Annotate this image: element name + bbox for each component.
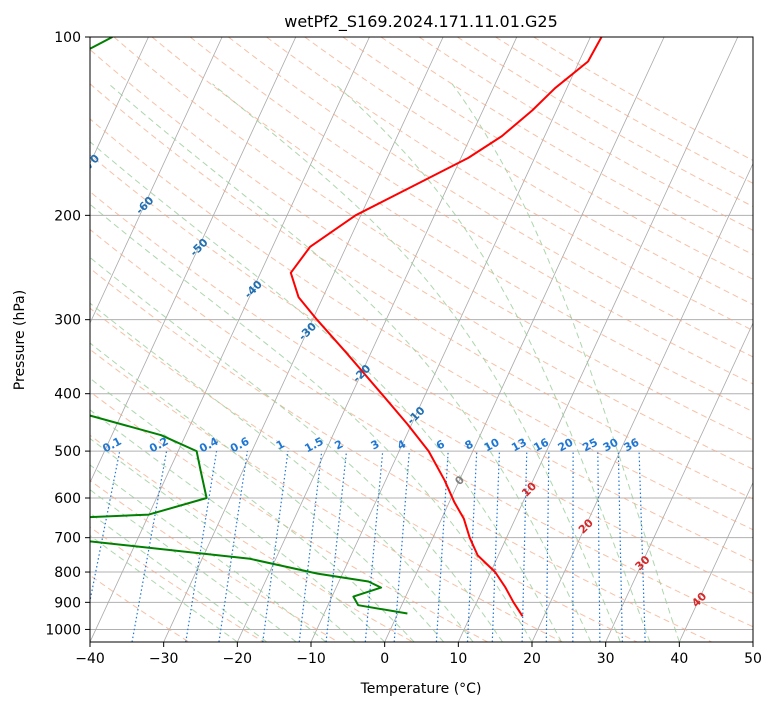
isotherm-line xyxy=(457,37,739,642)
dry-adiabat-line xyxy=(418,37,753,231)
mixing-ratio-line xyxy=(185,451,218,642)
isotherm-line xyxy=(90,37,149,165)
dry-adiabat-line xyxy=(90,434,414,642)
y-tick-label: 100 xyxy=(54,30,81,46)
chart-title: wetPf2_S169.2024.171.11.01.G25 xyxy=(284,12,558,32)
mixing-ratio-line xyxy=(298,451,323,642)
x-tick-label: 30 xyxy=(597,651,615,667)
axes: −40 −30 −20 −10 0 10 20 30 40 50 100 200 300 400 500 60… xyxy=(45,30,762,667)
mixing-ratio-label: 13 xyxy=(509,436,529,455)
x-tick-label: 20 xyxy=(523,651,541,667)
x-tick-label: 50 xyxy=(744,651,762,667)
y-axis-title: Pressure (hPa) xyxy=(12,290,28,390)
dry-adiabat-line xyxy=(90,228,753,628)
isotherm-line xyxy=(90,37,370,642)
moist-adiabat-line xyxy=(90,141,562,642)
plot-area: 0.10.20.40.611.52346810131620253036-100-… xyxy=(90,37,753,642)
moist-adiabat-line xyxy=(212,83,621,642)
dry-adiabat-line xyxy=(90,83,753,500)
y-tick-label: 200 xyxy=(54,208,81,224)
y-tick-label: 600 xyxy=(54,491,81,507)
mixing-ratio-label: 20 xyxy=(556,436,576,455)
mixing-ratio-label: 36 xyxy=(622,436,642,455)
moist-adiabat-line xyxy=(90,437,356,642)
dry-adiabat-line xyxy=(533,37,753,161)
moist-adiabat-line xyxy=(90,489,297,642)
dry-adiabat-line xyxy=(151,37,753,413)
dry-adiabat-line xyxy=(113,37,753,441)
dry-adiabat-line xyxy=(90,307,638,642)
x-axis-title: Temperature (°C) xyxy=(360,681,482,697)
isotherm-line xyxy=(605,322,753,642)
moist-adiabat-line xyxy=(451,83,680,642)
dry-adiabat-line xyxy=(90,348,563,642)
plot-frame xyxy=(89,36,754,643)
moist-adiabat-line xyxy=(334,83,651,642)
dry-adiabat-line xyxy=(228,37,753,358)
isotherm-line xyxy=(90,37,297,484)
mixing-ratio-label: 25 xyxy=(580,436,600,455)
moist-adiabat-line xyxy=(90,464,327,642)
dry-adiabat-line xyxy=(90,48,753,470)
moist-adiabat-line xyxy=(108,83,592,642)
dry-adiabat-line xyxy=(90,391,488,642)
isotherm-line xyxy=(531,162,753,642)
y-tick-label: 300 xyxy=(54,313,81,329)
y-tick-label: 800 xyxy=(54,565,81,581)
y-tick-label: 400 xyxy=(54,387,81,403)
x-tick-label: 0 xyxy=(380,651,389,667)
dry-adiabat-line xyxy=(342,37,753,280)
mixing-ratio-label: 10 xyxy=(482,436,502,455)
isotherm-line xyxy=(384,37,665,642)
mixing-ratio-label: 30 xyxy=(601,436,621,455)
moist-adiabat-line xyxy=(90,534,238,642)
mixing-ratio-label: 16 xyxy=(531,436,551,455)
x-tick-label: −10 xyxy=(296,651,326,667)
x-tick-label: 10 xyxy=(449,651,467,667)
mixing-ratio-line xyxy=(90,450,121,604)
dry-adiabat-line xyxy=(304,37,753,306)
isotherm-line xyxy=(163,37,444,642)
x-tick-label: −30 xyxy=(149,651,179,667)
dewpoint-line xyxy=(90,37,408,615)
isotherm-line xyxy=(90,37,223,324)
moist-adiabat-line xyxy=(90,409,386,642)
mixing-ratio-line xyxy=(131,450,168,642)
moist-adiabat-line xyxy=(90,302,474,642)
dry-adiabat-line xyxy=(189,37,753,385)
x-tick-label: 40 xyxy=(670,651,688,667)
data-series xyxy=(90,37,603,617)
isotherm-line xyxy=(678,481,753,642)
isotherm-line xyxy=(236,37,518,642)
y-tick-label: 900 xyxy=(54,595,81,611)
y-tick-label: 700 xyxy=(54,531,81,547)
moist-adiabat-line xyxy=(90,377,415,642)
mixing-ratio-line xyxy=(218,451,248,642)
dry-adiabat-line xyxy=(90,118,753,531)
dry-adiabat-line xyxy=(90,267,712,642)
x-tick-label: −40 xyxy=(75,651,105,667)
dry-adiabat-line xyxy=(90,191,753,595)
x-tick-label: −20 xyxy=(223,651,253,667)
mixing-ratio-line xyxy=(262,451,289,642)
background-lines xyxy=(90,37,753,642)
moist-adiabat-line xyxy=(90,203,533,642)
temperature-line xyxy=(289,37,603,617)
moist-adiabat-line xyxy=(90,342,444,642)
y-tick-label: 500 xyxy=(54,444,81,460)
moist-adiabat-line xyxy=(90,256,503,642)
dry-adiabat-line xyxy=(457,37,753,208)
y-tick-label: 1000 xyxy=(45,622,81,638)
